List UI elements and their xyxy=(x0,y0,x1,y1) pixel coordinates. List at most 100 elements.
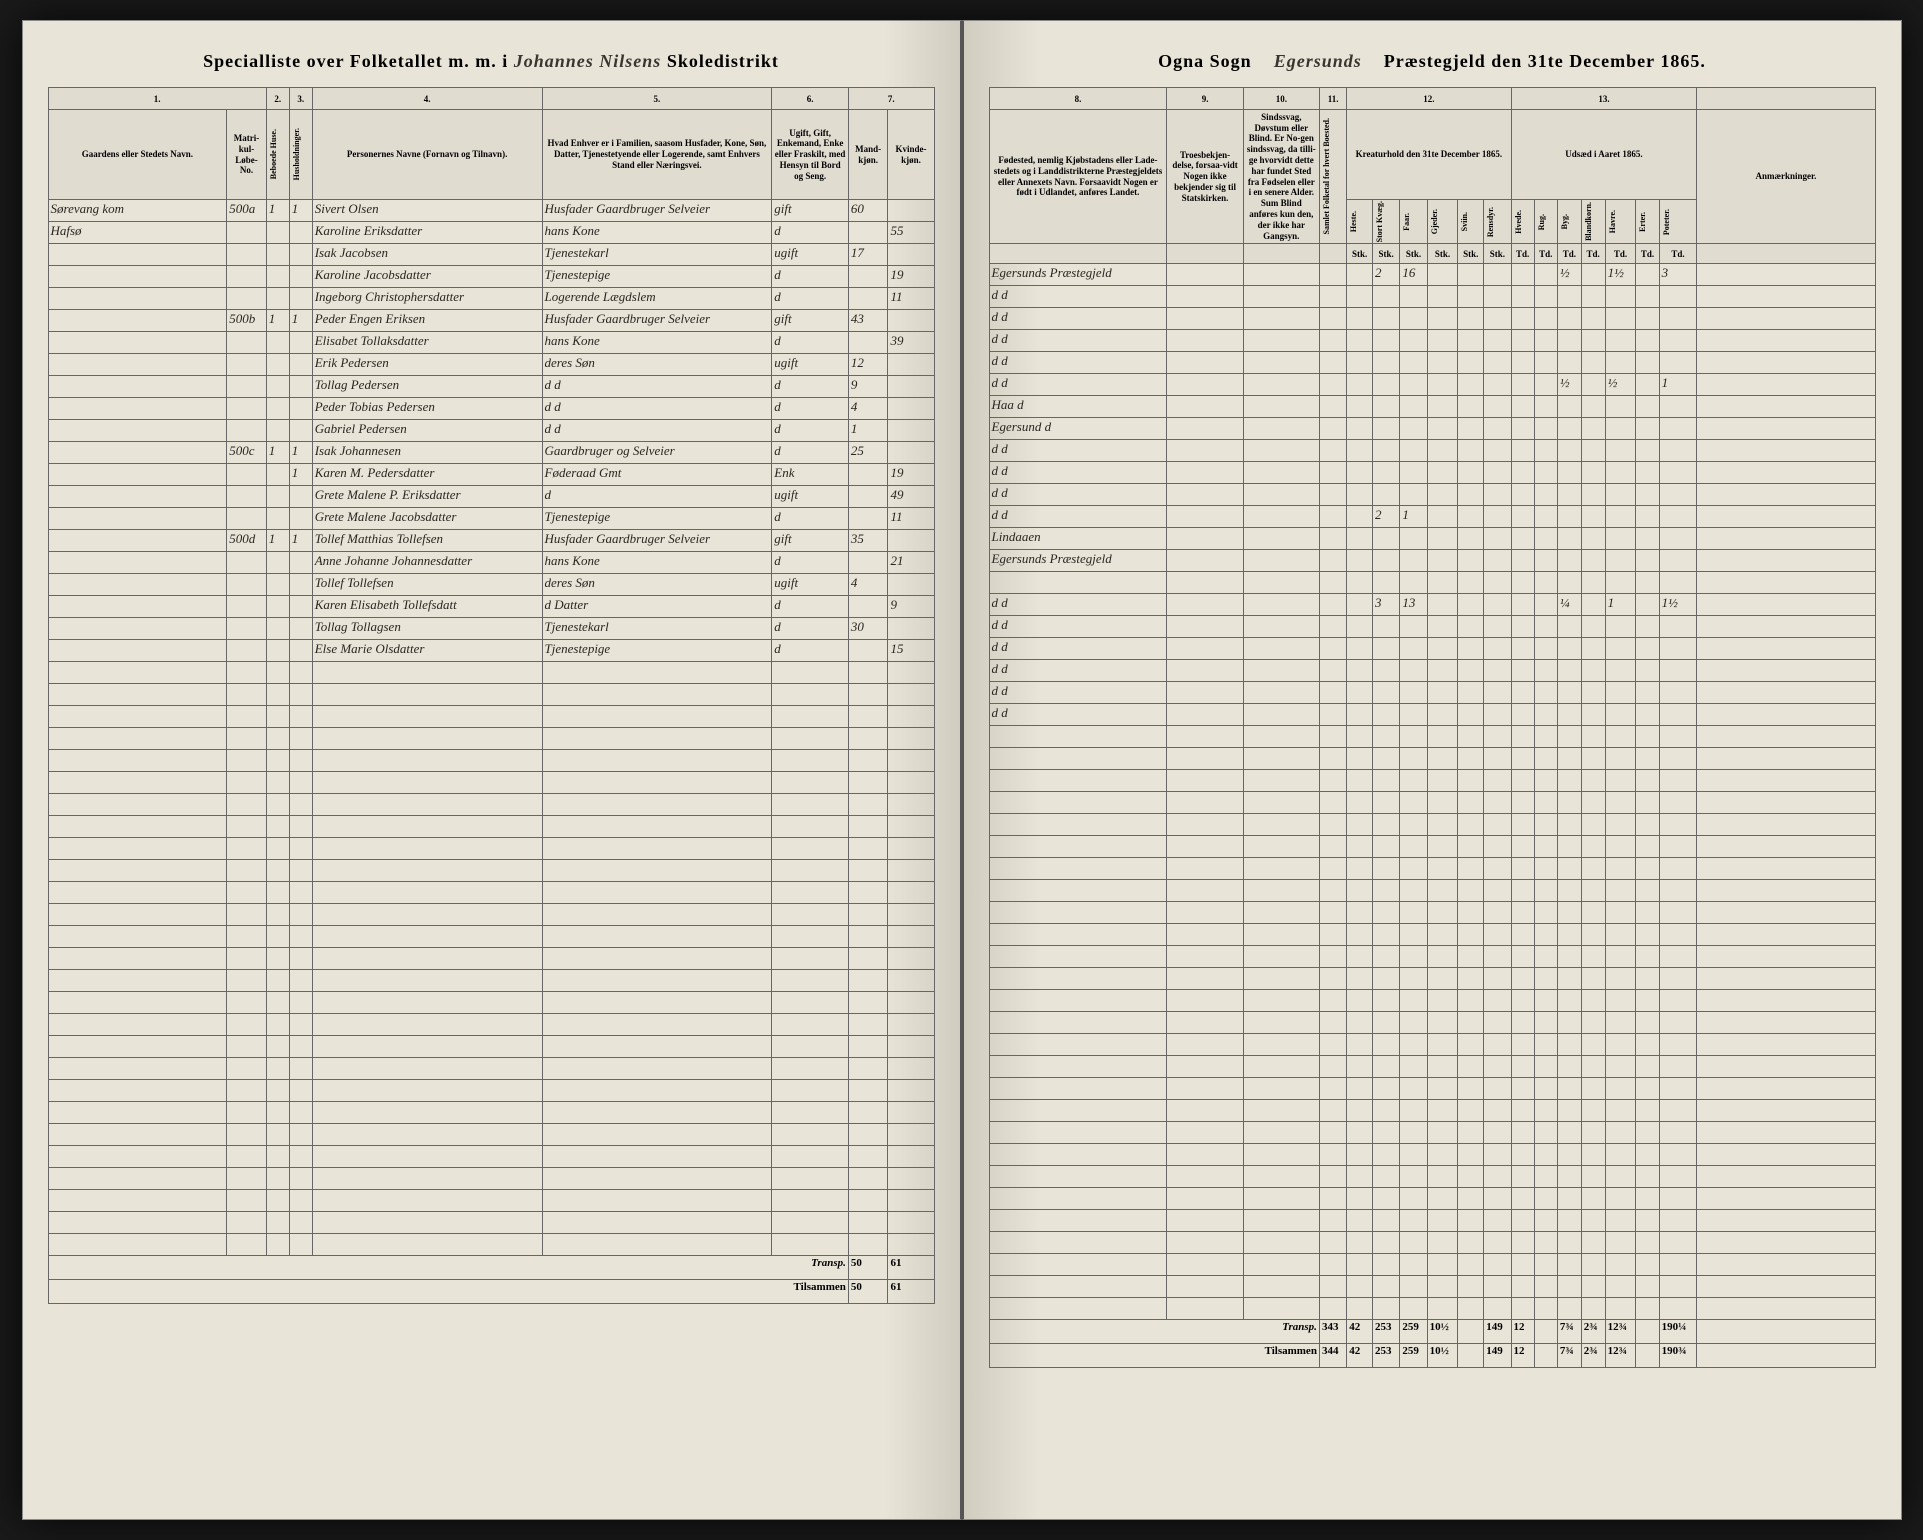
cell: d d xyxy=(989,462,1167,484)
cell xyxy=(48,508,227,530)
cell xyxy=(1581,572,1605,594)
cell xyxy=(1347,264,1373,286)
cell xyxy=(1319,264,1346,286)
cell xyxy=(1511,352,1534,374)
cell xyxy=(1581,660,1605,682)
cell xyxy=(1636,484,1659,506)
cell xyxy=(1373,550,1400,572)
cell xyxy=(266,596,289,618)
cell xyxy=(227,596,267,618)
cell: 60 xyxy=(848,200,888,222)
cell xyxy=(1534,682,1557,704)
cell xyxy=(1605,418,1636,440)
sub-havre: Havre. xyxy=(1605,200,1636,244)
cell xyxy=(1581,440,1605,462)
table-row: 1Karen M. PedersdatterFøderaad GmtEnk19 xyxy=(48,464,934,486)
col-num-4: 4. xyxy=(312,88,542,110)
cell xyxy=(1167,264,1243,286)
cell xyxy=(1534,660,1557,682)
cell xyxy=(1511,638,1534,660)
cell xyxy=(1511,572,1534,594)
cell xyxy=(1659,638,1697,660)
cell xyxy=(1581,638,1605,660)
cell: Lindaaen xyxy=(989,528,1167,550)
cell xyxy=(1243,418,1319,440)
empty-row xyxy=(989,1276,1875,1298)
cell xyxy=(1347,572,1373,594)
empty-row xyxy=(989,946,1875,968)
cell xyxy=(1427,374,1458,396)
cell: Karen Elisabeth Tollefsdatt xyxy=(312,596,542,618)
cell: 1½ xyxy=(1659,594,1697,616)
cell: 1 xyxy=(289,530,312,552)
cell xyxy=(1347,638,1373,660)
col-households: Husholdninger. xyxy=(289,110,312,200)
cell xyxy=(1697,506,1875,528)
cell xyxy=(1659,528,1697,550)
cell xyxy=(1659,550,1697,572)
col-disability: Sindssvag, Døvstum eller Blind. Er No-ge… xyxy=(1243,110,1319,244)
cell: d Datter xyxy=(542,596,772,618)
cell xyxy=(1427,396,1458,418)
cell xyxy=(48,618,227,640)
cell xyxy=(266,464,289,486)
cell xyxy=(1427,484,1458,506)
empty-row xyxy=(989,1012,1875,1034)
cell: d xyxy=(772,266,849,288)
cell xyxy=(1605,396,1636,418)
table-row: Egersund d xyxy=(989,418,1875,440)
cell xyxy=(1427,528,1458,550)
right-transport-row: Transp. 343 42 253 259 10½ 149 12 7¾ 2¾ … xyxy=(989,1320,1875,1344)
cell xyxy=(1427,682,1458,704)
table-row: d d21 xyxy=(989,506,1875,528)
cell xyxy=(1167,506,1243,528)
cell xyxy=(1484,550,1511,572)
census-ledger-book: Specialliste over Folketallet m. m. i Jo… xyxy=(22,20,1902,1520)
col-livestock: Kreaturhold den 31te December 1865. xyxy=(1347,110,1511,200)
cell xyxy=(1484,660,1511,682)
cell xyxy=(1697,330,1875,352)
cell xyxy=(1636,682,1659,704)
cell: d d xyxy=(989,682,1167,704)
cell xyxy=(1243,264,1319,286)
table-row: Grete Malene JacobsdatterTjenestepiged11 xyxy=(48,508,934,530)
empty-row xyxy=(989,1056,1875,1078)
cell xyxy=(1557,418,1581,440)
cell: d d xyxy=(989,638,1167,660)
cell: 1 xyxy=(266,310,289,332)
cell xyxy=(1636,374,1659,396)
empty-row xyxy=(989,792,1875,814)
cell xyxy=(1534,308,1557,330)
cell xyxy=(1484,638,1511,660)
empty-row xyxy=(989,924,1875,946)
cell: 1 xyxy=(266,200,289,222)
cell xyxy=(1400,462,1427,484)
table-row: Karen Elisabeth Tollefsdattd Datterd9 xyxy=(48,596,934,618)
cell xyxy=(1534,484,1557,506)
cell xyxy=(1659,330,1697,352)
cell xyxy=(1400,660,1427,682)
cell xyxy=(1697,374,1875,396)
cell xyxy=(1167,462,1243,484)
cell xyxy=(1659,616,1697,638)
cell xyxy=(1427,286,1458,308)
sub-sviin: Sviin. xyxy=(1458,200,1484,244)
cell xyxy=(848,552,888,574)
cell: Tollag Pedersen xyxy=(312,376,542,398)
cell xyxy=(1484,616,1511,638)
cell xyxy=(1511,704,1534,726)
cell: Isak Johannesen xyxy=(312,442,542,464)
cell xyxy=(1347,528,1373,550)
cell xyxy=(48,376,227,398)
cell: Hafsø xyxy=(48,222,227,244)
empty-row xyxy=(989,1100,1875,1122)
cell xyxy=(1243,352,1319,374)
empty-row xyxy=(48,1102,934,1124)
empty-row xyxy=(989,770,1875,792)
cell xyxy=(1636,704,1659,726)
cell xyxy=(1605,660,1636,682)
cell xyxy=(1319,484,1346,506)
r-column-number-row: 8. 9. 10. 11. 12. 13. xyxy=(989,88,1875,110)
cell xyxy=(266,354,289,376)
table-row: d d xyxy=(989,462,1875,484)
